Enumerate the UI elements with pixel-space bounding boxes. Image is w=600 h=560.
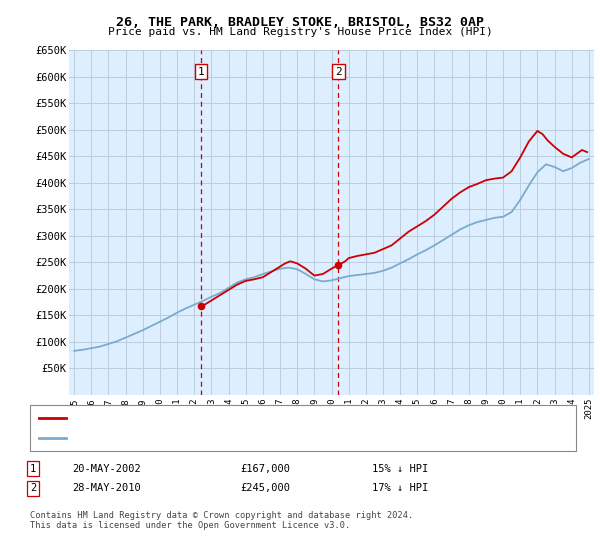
Text: 15% ↓ HPI: 15% ↓ HPI: [372, 464, 428, 474]
Text: 26, THE PARK, BRADLEY STOKE, BRISTOL, BS32 0AP (detached house): 26, THE PARK, BRADLEY STOKE, BRISTOL, BS…: [72, 413, 442, 423]
Text: 1: 1: [30, 464, 36, 474]
Text: 2: 2: [30, 483, 36, 493]
Text: 28-MAY-2010: 28-MAY-2010: [72, 483, 141, 493]
Text: £245,000: £245,000: [240, 483, 290, 493]
Text: Contains HM Land Registry data © Crown copyright and database right 2024.
This d: Contains HM Land Registry data © Crown c…: [30, 511, 413, 530]
Text: 26, THE PARK, BRADLEY STOKE, BRISTOL, BS32 0AP: 26, THE PARK, BRADLEY STOKE, BRISTOL, BS…: [116, 16, 484, 29]
Text: 2: 2: [335, 67, 342, 77]
Text: HPI: Average price, detached house, South Gloucestershire: HPI: Average price, detached house, Sout…: [72, 433, 407, 443]
Text: 20-MAY-2002: 20-MAY-2002: [72, 464, 141, 474]
Text: £167,000: £167,000: [240, 464, 290, 474]
Text: Price paid vs. HM Land Registry's House Price Index (HPI): Price paid vs. HM Land Registry's House …: [107, 27, 493, 37]
Text: 17% ↓ HPI: 17% ↓ HPI: [372, 483, 428, 493]
Text: 1: 1: [197, 67, 204, 77]
